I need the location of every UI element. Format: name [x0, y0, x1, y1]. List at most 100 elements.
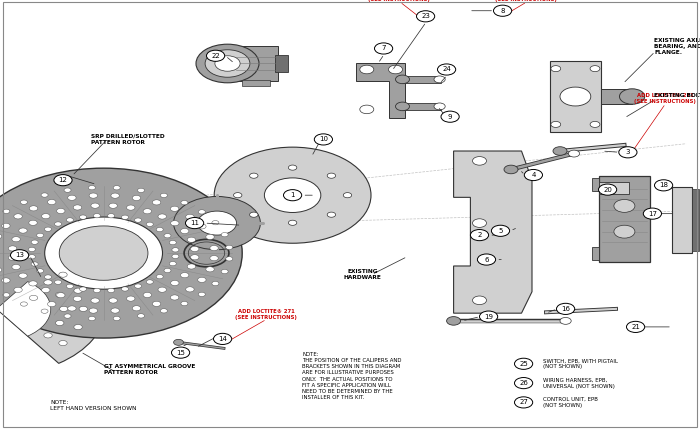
Circle shape [284, 190, 302, 201]
Circle shape [10, 250, 29, 261]
Circle shape [620, 89, 645, 104]
Circle shape [153, 301, 161, 306]
Text: 8: 8 [500, 8, 505, 14]
Polygon shape [454, 151, 532, 313]
Circle shape [93, 214, 100, 218]
Circle shape [32, 240, 38, 245]
Circle shape [146, 222, 153, 227]
Text: 25: 25 [519, 361, 528, 367]
Circle shape [29, 281, 37, 286]
Circle shape [169, 240, 176, 245]
Circle shape [3, 293, 10, 297]
Circle shape [196, 44, 259, 83]
Circle shape [113, 186, 120, 190]
Circle shape [265, 178, 321, 212]
Circle shape [68, 195, 76, 200]
Circle shape [206, 234, 214, 239]
Text: 18: 18 [659, 182, 668, 188]
Circle shape [614, 225, 635, 238]
Circle shape [174, 196, 260, 250]
Circle shape [74, 205, 82, 210]
Circle shape [20, 302, 27, 306]
Circle shape [113, 316, 120, 320]
Wedge shape [0, 282, 50, 336]
Circle shape [504, 165, 518, 174]
Circle shape [590, 66, 600, 72]
Text: EXISTING BOLT: EXISTING BOLT [654, 93, 700, 98]
Circle shape [234, 193, 242, 198]
Circle shape [0, 267, 1, 272]
Circle shape [91, 298, 99, 303]
Circle shape [108, 288, 115, 293]
Circle shape [14, 214, 22, 219]
Circle shape [59, 272, 67, 277]
Circle shape [89, 193, 97, 198]
Bar [592, 247, 599, 260]
Circle shape [197, 224, 206, 229]
Circle shape [551, 66, 561, 72]
Text: 23: 23 [421, 13, 430, 19]
Circle shape [654, 180, 673, 191]
Text: 27: 27 [519, 399, 528, 405]
Circle shape [60, 306, 68, 311]
Circle shape [79, 306, 88, 311]
Circle shape [74, 296, 82, 301]
Circle shape [8, 246, 17, 251]
Circle shape [343, 193, 351, 198]
Circle shape [225, 257, 232, 261]
Circle shape [171, 281, 179, 286]
Circle shape [186, 287, 194, 292]
Circle shape [494, 5, 512, 16]
Circle shape [212, 221, 219, 225]
Text: 3: 3 [626, 149, 630, 155]
Circle shape [206, 50, 225, 61]
Bar [592, 178, 599, 191]
Text: 5: 5 [498, 228, 503, 234]
Circle shape [80, 287, 87, 291]
Circle shape [187, 237, 195, 242]
Circle shape [41, 193, 48, 197]
Text: 4: 4 [531, 172, 536, 178]
Circle shape [551, 121, 561, 127]
Circle shape [568, 150, 580, 157]
Circle shape [3, 209, 10, 214]
Circle shape [122, 287, 129, 291]
Circle shape [212, 281, 219, 286]
Text: 16: 16 [561, 306, 570, 312]
Circle shape [137, 188, 144, 193]
Circle shape [197, 211, 237, 235]
Text: NOTE:
THE POSITION OF THE CALIPERS AND
BRACKETS SHOWN IN THIS DIAGRAM
ARE FOR IL: NOTE: THE POSITION OF THE CALIPERS AND B… [302, 352, 402, 400]
Circle shape [158, 287, 167, 292]
Text: GT ASYMMETRICAL GROOVE
PATTERN ROTOR: GT ASYMMETRICAL GROOVE PATTERN ROTOR [104, 364, 195, 375]
Circle shape [41, 214, 50, 219]
Circle shape [111, 193, 119, 198]
Circle shape [0, 168, 242, 338]
Circle shape [93, 288, 100, 293]
Circle shape [64, 314, 71, 318]
Circle shape [172, 248, 179, 252]
Circle shape [29, 295, 38, 300]
Circle shape [143, 293, 151, 298]
Circle shape [57, 208, 65, 214]
Text: ADD LOCTITE® 271
(SEE INSTRUCTIONS): ADD LOCTITE® 271 (SEE INSTRUCTIONS) [235, 308, 297, 320]
Circle shape [89, 308, 97, 313]
Circle shape [91, 203, 99, 208]
Text: EXISTING AXLE,
BEARING, AND
FLANGE.: EXISTING AXLE, BEARING, AND FLANGE. [654, 38, 700, 55]
Circle shape [181, 302, 188, 306]
Circle shape [314, 134, 332, 145]
Circle shape [36, 233, 43, 238]
Circle shape [441, 111, 459, 122]
Circle shape [181, 272, 189, 278]
Circle shape [491, 225, 510, 236]
Circle shape [44, 333, 52, 338]
Bar [234, 46, 278, 81]
Circle shape [12, 237, 20, 242]
Text: ADD LOCTITE® 271
(SEE INSTRUCTIONS): ADD LOCTITE® 271 (SEE INSTRUCTIONS) [368, 0, 430, 2]
Bar [241, 80, 270, 86]
Circle shape [55, 292, 64, 297]
Text: 19: 19 [484, 314, 493, 320]
Circle shape [74, 288, 83, 293]
Circle shape [1, 278, 10, 283]
Circle shape [64, 188, 71, 192]
Text: CONTROL UNIT, EPB
(NOT SHOWN): CONTROL UNIT, EPB (NOT SHOWN) [543, 397, 598, 408]
